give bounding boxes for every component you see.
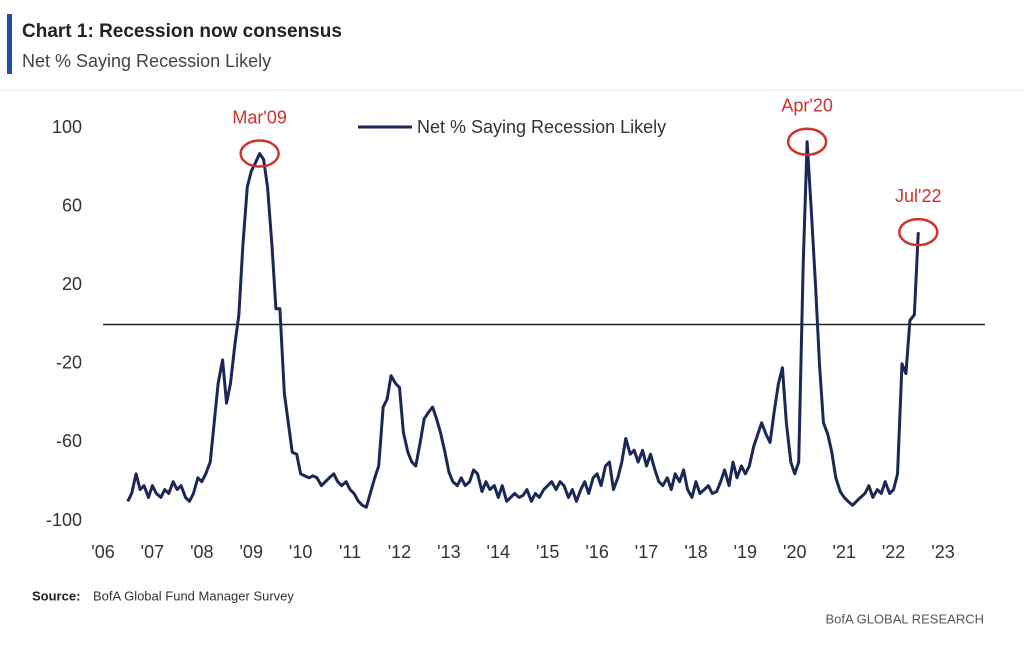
y-tick-label: -100 — [46, 510, 82, 530]
x-tick-label: '22 — [882, 542, 905, 562]
x-tick-label: '10 — [289, 542, 312, 562]
x-tick-label: '17 — [635, 542, 658, 562]
series-line — [126, 140, 920, 509]
x-tick-label: '08 — [190, 542, 213, 562]
x-tick-label: '23 — [931, 542, 954, 562]
x-tick-label: '13 — [437, 542, 460, 562]
x-tick-label: '07 — [141, 542, 164, 562]
y-tick-label: 60 — [62, 195, 82, 215]
annotation-circle — [898, 217, 939, 247]
annotation-label: Mar'09 — [232, 107, 286, 127]
y-tick-label: -60 — [56, 431, 82, 451]
x-tick-label: '16 — [585, 542, 608, 562]
chart-title: Chart 1: Recession now consensus — [22, 21, 342, 42]
title-accent — [7, 14, 12, 74]
y-tick-label: 100 — [52, 117, 82, 137]
x-tick-label: '18 — [684, 542, 707, 562]
x-tick-label: '14 — [487, 542, 510, 562]
y-tick-label: 20 — [62, 274, 82, 294]
chart-subtitle: Net % Saying Recession Likely — [22, 51, 271, 71]
annotation-circle — [786, 127, 828, 157]
legend-label: Net % Saying Recession Likely — [417, 117, 666, 137]
annotation-label: Jul'22 — [895, 186, 941, 206]
x-tick-label: '11 — [339, 542, 361, 562]
x-tick-label: '21 — [832, 542, 855, 562]
x-tick-label: '15 — [536, 542, 559, 562]
x-tick-label: '19 — [734, 542, 757, 562]
x-tick-label: '06 — [91, 542, 114, 562]
x-tick-label: '09 — [240, 542, 263, 562]
annotation-circle — [239, 139, 280, 168]
source-label: Source: — [32, 588, 80, 603]
x-tick-label: '12 — [388, 542, 411, 562]
x-tick-label: '20 — [783, 542, 806, 562]
credit: BofA GLOBAL RESEARCH — [826, 611, 984, 626]
y-tick-label: -20 — [56, 353, 82, 373]
annotation-label: Apr'20 — [781, 96, 832, 116]
source-text: BofA Global Fund Manager Survey — [93, 588, 294, 603]
